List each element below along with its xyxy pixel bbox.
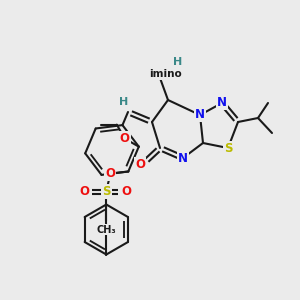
- Text: N: N: [178, 152, 188, 164]
- Text: H: H: [119, 97, 129, 107]
- Text: O: O: [120, 132, 130, 145]
- Text: S: S: [102, 185, 111, 198]
- Text: S: S: [224, 142, 232, 154]
- Text: O: O: [105, 167, 115, 180]
- Text: O: O: [79, 185, 89, 198]
- Text: H: H: [173, 57, 183, 67]
- Text: O: O: [121, 185, 131, 198]
- Text: N: N: [217, 97, 227, 110]
- Text: O: O: [135, 158, 145, 170]
- Text: CH₃: CH₃: [97, 224, 116, 235]
- Text: N: N: [195, 109, 205, 122]
- Text: imino: imino: [148, 69, 182, 79]
